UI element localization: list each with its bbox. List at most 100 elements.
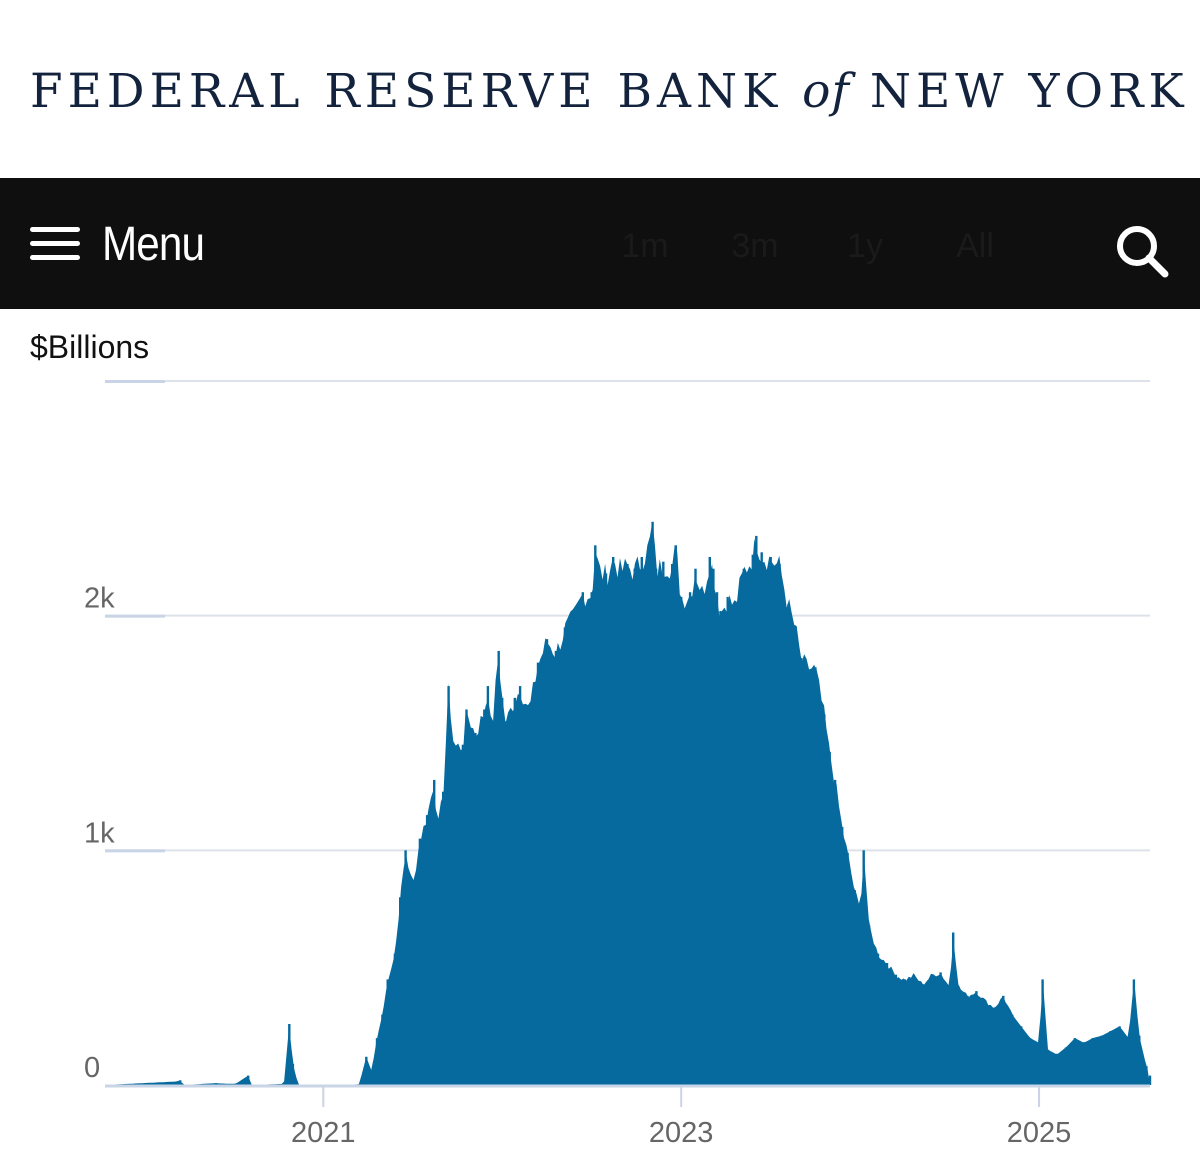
data-point-bar[interactable] [513,697,516,1085]
data-point-bar[interactable] [179,1080,182,1085]
data-point-bar[interactable] [619,568,622,1085]
data-point-bar[interactable] [554,650,558,1085]
data-point-bar[interactable] [461,744,465,1085]
data-point-bar[interactable] [903,979,907,1085]
data-point-bar[interactable] [1100,1035,1103,1085]
data-point-bar[interactable] [841,826,844,1085]
data-point-bar[interactable] [536,662,540,1085]
data-point-bar[interactable] [604,573,608,1085]
data-point-bar[interactable] [1073,1038,1076,1085]
data-point-bar[interactable] [433,779,436,1085]
data-point-bar[interactable] [701,592,704,1085]
data-point-bar[interactable] [1055,1054,1059,1086]
data-point-bar[interactable] [597,568,601,1085]
data-point-bar[interactable] [291,1063,295,1085]
data-point-bar[interactable] [1132,979,1136,1085]
data-point-bar[interactable] [365,1056,368,1085]
data-point-bar[interactable] [386,979,389,1085]
data-point-bar[interactable] [671,564,674,1085]
data-point-bar[interactable] [1064,1047,1068,1086]
data-point-bar[interactable] [404,850,407,1085]
data-point-bar[interactable] [486,686,490,1085]
data-point-bar[interactable] [375,1038,379,1085]
data-point-bar[interactable] [688,592,692,1085]
data-point-bar[interactable] [594,545,597,1085]
data-point-bar[interactable] [545,639,549,1085]
data-point-bar[interactable] [751,554,754,1085]
data-point-bar[interactable] [411,885,414,1086]
data-point-bar[interactable] [715,592,719,1085]
data-point-bar[interactable] [823,714,826,1085]
data-point-bar[interactable] [490,733,493,1085]
data-point-bar[interactable] [760,552,763,1085]
data-point-bar[interactable] [1138,1035,1141,1085]
data-point-bar[interactable] [674,545,677,1085]
data-point-bar[interactable] [221,1083,225,1085]
data-point-bar[interactable] [247,1075,250,1085]
data-point-bar[interactable] [288,1024,291,1085]
data-point-bar[interactable] [214,1083,218,1085]
data-point-bar[interactable] [1109,1031,1112,1085]
data-point-bar[interactable] [708,557,711,1085]
data-point-bar[interactable] [769,557,772,1085]
data-point-bar[interactable] [662,561,665,1085]
data-point-bar[interactable] [497,650,500,1085]
data-point-bar[interactable] [370,1070,373,1085]
data-point-bar[interactable] [1037,1042,1041,1085]
data-point-bar[interactable] [504,721,507,1085]
data-point-bar[interactable] [939,972,942,1085]
data-point-bar[interactable] [1145,1066,1148,1085]
data-point-bar[interactable] [755,535,758,1085]
data-point-bar[interactable] [733,603,737,1085]
data-point-bar[interactable] [647,545,651,1085]
hamburger-icon[interactable] [30,226,80,262]
data-point-bar[interactable] [654,568,658,1085]
data-point-bar[interactable] [418,838,422,1085]
data-point-bar[interactable] [651,521,654,1085]
data-point-bar[interactable] [726,596,729,1085]
data-point-bar[interactable] [853,890,856,1085]
data-point-bar[interactable] [282,1083,286,1085]
data-point-bar[interactable] [501,697,504,1085]
data-point-bar[interactable] [778,564,781,1085]
data-point-bar[interactable] [867,925,871,1085]
data-point-bar[interactable] [1028,1038,1032,1085]
data-point-bar[interactable] [563,627,567,1085]
data-point-bar[interactable] [876,953,880,1085]
data-point-bar[interactable] [930,974,933,1085]
range-1m-button[interactable]: 1m [590,226,700,266]
data-point-bar[interactable] [175,1081,178,1086]
data-point-bar[interactable] [1002,995,1005,1085]
data-point-bar[interactable] [640,557,643,1085]
data-point-bar[interactable] [894,974,898,1085]
data-point-bar[interactable] [805,664,808,1085]
range-3m-button[interactable]: 3m [700,226,810,266]
data-point-bar[interactable] [921,984,924,1085]
data-point-bar[interactable] [626,564,629,1085]
data-point-bar[interactable] [993,1007,996,1085]
data-point-bar[interactable] [680,596,683,1085]
data-point-bar[interactable] [966,995,969,1085]
data-point-bar[interactable] [581,592,584,1085]
data-point-bar[interactable] [633,568,636,1085]
data-point-bar[interactable] [399,897,402,1085]
data-point-bar[interactable] [436,826,439,1085]
data-point-bar[interactable] [1011,1014,1014,1085]
data-point-bar[interactable] [846,852,849,1085]
data-point-bar[interactable] [1020,1026,1023,1085]
data-point-bar[interactable] [833,779,837,1085]
data-point-bar[interactable] [572,615,575,1085]
data-point-bar[interactable] [527,709,531,1086]
data-point-bar[interactable] [590,592,593,1085]
data-point-bar[interactable] [828,751,831,1085]
data-point-bar[interactable] [952,932,955,1086]
site-title[interactable]: FEDERAL RESERVE BANK of NEW YORK [30,62,1184,122]
data-point-bar[interactable] [1046,1049,1050,1085]
data-point-bar[interactable] [862,850,865,1085]
range-all-button[interactable]: All [920,226,1030,266]
data-point-bar[interactable] [885,963,889,1085]
range-1y-button[interactable]: 1y [810,226,920,266]
data-point-bar[interactable] [948,986,951,1085]
data-point-bar[interactable] [742,568,745,1085]
data-point-bar[interactable] [957,986,960,1085]
